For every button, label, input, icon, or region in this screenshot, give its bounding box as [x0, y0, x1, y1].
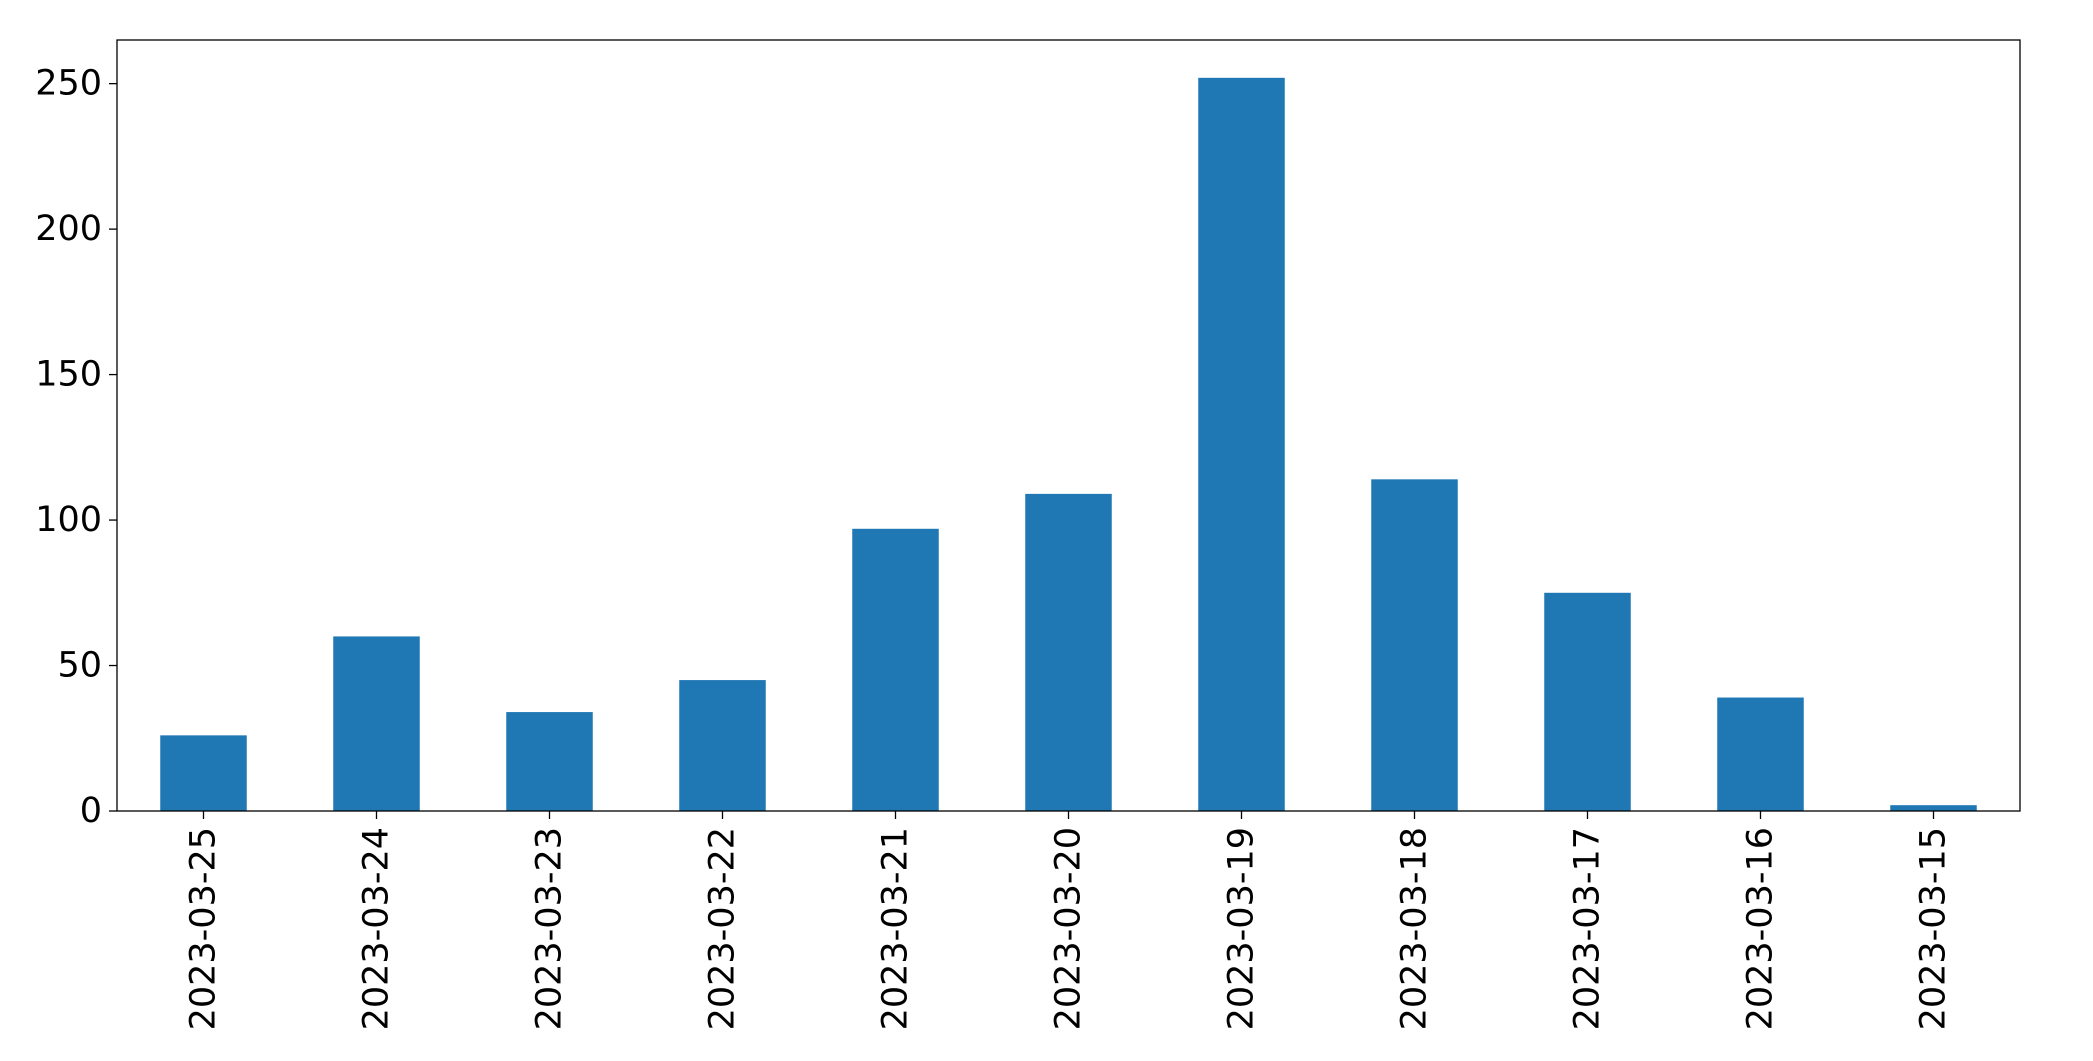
- y-tick-label: 0: [80, 791, 102, 831]
- x-tick-label: 2023-03-22: [703, 827, 743, 1030]
- bar-2023-03-21: [852, 528, 939, 811]
- bar-2023-03-16: [1717, 697, 1804, 811]
- bar-2023-03-25: [160, 735, 247, 811]
- x-tick-label: 2023-03-20: [1049, 827, 1089, 1030]
- x-axis: 2023-03-25 2023-03-24 2023-03-23 2023-03-22…: [184, 811, 1954, 1030]
- bar-2023-03-23: [506, 712, 593, 811]
- x-tick-label: 2023-03-24: [357, 827, 397, 1030]
- x-tick-label: 2023-03-23: [530, 827, 570, 1030]
- y-tick-label: 100: [35, 500, 102, 540]
- x-tick-label: 2023-03-15: [1914, 827, 1954, 1030]
- x-tick-label: 2023-03-19: [1222, 827, 1262, 1030]
- plot-frame: [116, 39, 2021, 812]
- y-tick-label: 50: [57, 646, 102, 686]
- y-tick-label: 200: [35, 209, 102, 249]
- bar-2023-03-19: [1198, 77, 1285, 812]
- x-tick-label: 2023-03-25: [184, 827, 224, 1030]
- x-tick-label: 2023-03-17: [1568, 827, 1608, 1030]
- y-axis: 0 50 100 150 200 250: [35, 64, 117, 831]
- x-tick-label: 2023-03-16: [1741, 827, 1781, 1030]
- bars-group: [160, 77, 1977, 812]
- bar-2023-03-17: [1544, 592, 1631, 811]
- bar-2023-03-18: [1371, 479, 1458, 811]
- bar-2023-03-24: [333, 636, 420, 811]
- x-tick-label: 2023-03-18: [1395, 827, 1435, 1030]
- bar-2023-03-22: [679, 680, 766, 811]
- y-tick-label: 250: [35, 64, 102, 104]
- x-tick-label: 2023-03-21: [876, 827, 916, 1030]
- y-tick-label: 150: [35, 355, 102, 395]
- bar-2023-03-15: [1890, 805, 1977, 811]
- bar-2023-03-20: [1025, 493, 1112, 811]
